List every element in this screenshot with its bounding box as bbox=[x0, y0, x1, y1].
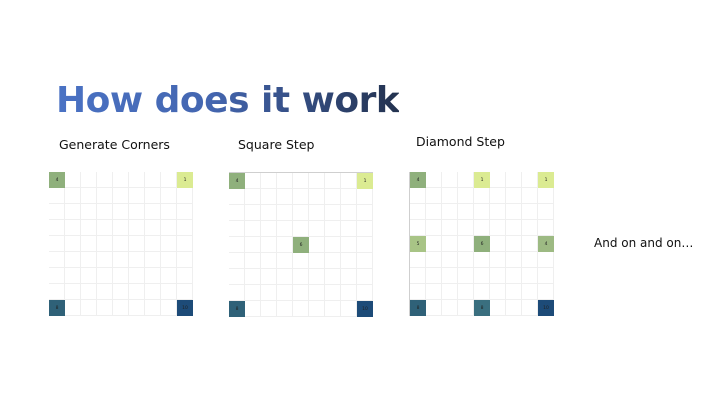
grid-cell: 5 bbox=[410, 236, 426, 252]
grid-cell: 10 bbox=[177, 300, 193, 316]
grid-cell: 10 bbox=[357, 301, 373, 317]
panel-label-generate-corners: Generate Corners bbox=[59, 137, 170, 152]
grid-cell: 1 bbox=[474, 172, 490, 188]
grid-cell: 8 bbox=[410, 300, 426, 316]
grid-generate-corners: 4 1 8 10 bbox=[49, 172, 193, 316]
grid-cell: 8 bbox=[229, 301, 245, 317]
grid-cell: 1 bbox=[538, 172, 554, 188]
grid-cell: 1 bbox=[357, 173, 373, 189]
grid-diamond-step: 4 1 1 5 6 4 8 8 10 bbox=[409, 172, 554, 316]
grid-square-step: 4 1 6 8 10 bbox=[229, 172, 373, 317]
side-note: And on and on… bbox=[594, 236, 694, 250]
panel-label-square-step: Square Step bbox=[238, 137, 315, 152]
grid-cell: 6 bbox=[293, 237, 309, 253]
grid-cell: 4 bbox=[229, 173, 245, 189]
grid-cell: 4 bbox=[410, 172, 426, 188]
panel-label-diamond-step: Diamond Step bbox=[416, 134, 505, 149]
grid-cell: 1 bbox=[177, 172, 193, 188]
grid-cell: 4 bbox=[538, 236, 554, 252]
grid-cell: 6 bbox=[474, 236, 490, 252]
grid-cell: 4 bbox=[49, 172, 65, 188]
grid-cell: 8 bbox=[474, 300, 490, 316]
grid-cell: 8 bbox=[49, 300, 65, 316]
slide-title: How does it work bbox=[56, 78, 400, 124]
grid-cell: 10 bbox=[538, 300, 554, 316]
